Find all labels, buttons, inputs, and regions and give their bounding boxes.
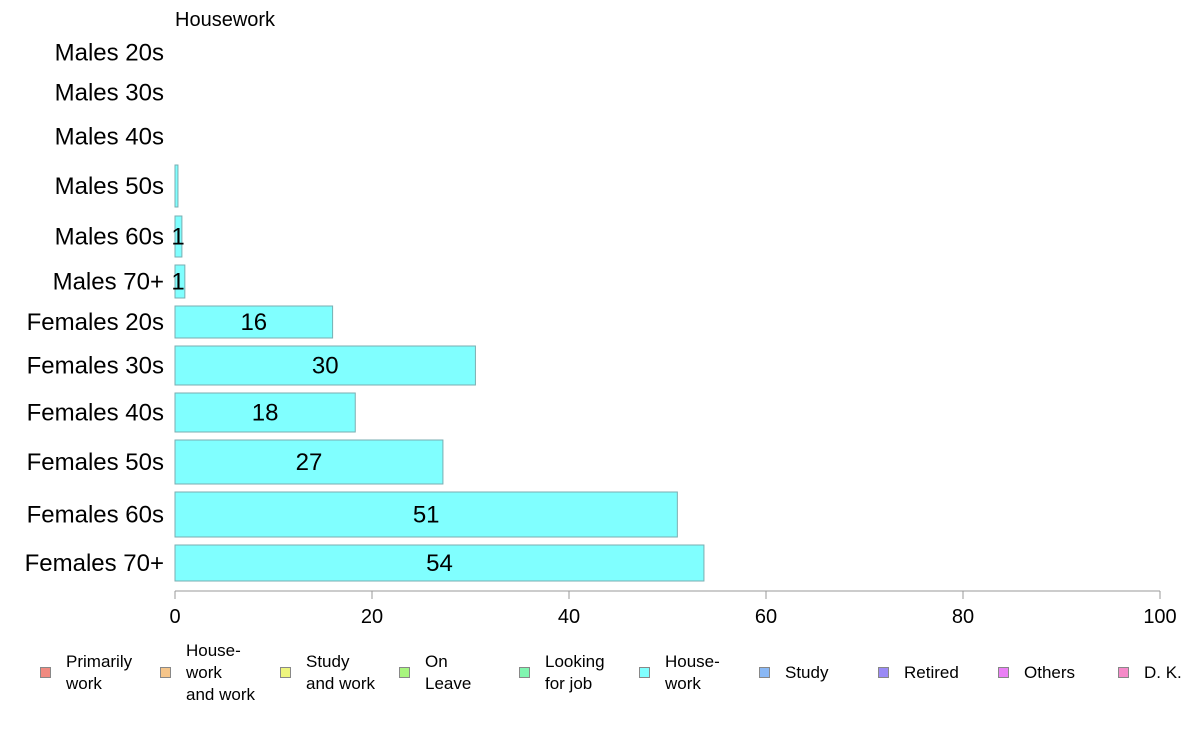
- x-tick-label: 100: [1143, 606, 1176, 628]
- legend-label-line: D. K.: [1144, 663, 1182, 682]
- legend-label: Looking for job: [545, 651, 605, 695]
- x-axis: 0 20 40 60 80 100: [169, 590, 1177, 628]
- legend-label-line: and work: [186, 685, 255, 704]
- data-label: 16: [240, 309, 267, 336]
- data-label: 54: [426, 550, 453, 577]
- bar: [174, 215, 183, 258]
- legend-item: Study: [759, 662, 828, 684]
- legend-label-line: work: [66, 674, 102, 693]
- legend-label-line: Primarily: [66, 652, 133, 671]
- x-tick-label: 80: [952, 606, 974, 628]
- x-tick-label: 60: [755, 606, 777, 628]
- legend-swatch: [878, 667, 889, 678]
- legend-item: Retired: [878, 662, 959, 684]
- legend-item: Others: [998, 662, 1075, 684]
- x-tick-label: 40: [558, 606, 580, 628]
- bar: [174, 392, 356, 433]
- chart-title: Housework: [175, 9, 276, 31]
- legend-label-line: House-: [186, 641, 241, 660]
- legend-swatch: [639, 667, 650, 678]
- category-label: Males 30s: [55, 80, 164, 107]
- bar: [174, 305, 334, 339]
- bar: [174, 439, 444, 485]
- legend-label: House-work and work: [186, 640, 255, 706]
- legend-label-line: Leave: [425, 674, 472, 693]
- legend-item: D. K.: [1118, 662, 1182, 684]
- legend-item: Primarily work: [40, 651, 132, 695]
- legend-label-line: work: [186, 663, 222, 682]
- bar: [174, 491, 678, 538]
- legend-label: D. K.: [1144, 662, 1182, 684]
- legend-label-line: Others: [1024, 663, 1076, 682]
- category-label: Females 40s: [27, 400, 164, 427]
- category-label: Females 30s: [27, 353, 164, 380]
- category-label: Females 70+: [25, 550, 164, 577]
- legend-item: On Leave: [399, 651, 471, 695]
- category-label: Females 20s: [27, 309, 164, 336]
- legend-swatch: [1118, 667, 1129, 678]
- legend-item: Study and work: [280, 651, 375, 695]
- legend-label-line: work: [665, 674, 701, 693]
- legend-swatch: [280, 667, 291, 678]
- legend-label: Others: [1024, 662, 1075, 684]
- legend-label-line: for job: [545, 674, 593, 693]
- x-tick-label: 20: [361, 606, 383, 628]
- legend-label-line: House-: [665, 652, 720, 671]
- legend-label-line: Study: [306, 652, 350, 671]
- legend-label-line: Study: [785, 663, 829, 682]
- legend-label-line: On: [425, 652, 448, 671]
- legend-label: House-work: [665, 651, 720, 695]
- legend-label: Study: [785, 662, 828, 684]
- legend-label: On Leave: [425, 651, 471, 695]
- category-label: Females 60s: [27, 502, 164, 529]
- bar: [174, 164, 179, 208]
- legend-label-line: Retired: [904, 663, 959, 682]
- legend-swatch: [998, 667, 1009, 678]
- category-label: Males 20s: [55, 40, 164, 67]
- legend-swatch: [759, 667, 770, 678]
- bar: [174, 544, 705, 582]
- legend-swatch: [519, 667, 530, 678]
- legend-label-line: Looking: [545, 652, 605, 671]
- legend-label: Primarily work: [66, 651, 132, 695]
- legend-swatch: [40, 667, 51, 678]
- bars-group: Males 20s Males 30s Males 40s Males 50s Male…: [25, 40, 705, 582]
- legend: Primarily work House-work and work Study and …: [0, 640, 1188, 720]
- legend-swatch: [399, 667, 410, 678]
- legend-item: Looking for job: [519, 651, 605, 695]
- data-label: 51: [413, 502, 440, 529]
- bar: [174, 345, 476, 386]
- data-label: 30: [312, 353, 339, 380]
- legend-label: Study and work: [306, 651, 375, 695]
- category-label: Males 50s: [55, 173, 164, 200]
- category-label: Males 70+: [53, 269, 164, 296]
- data-label: 1: [171, 224, 184, 251]
- bar: [174, 264, 186, 299]
- category-label: Males 40s: [55, 124, 164, 151]
- data-label: 1: [171, 269, 184, 296]
- category-label: Males 60s: [55, 224, 164, 251]
- category-label: Females 50s: [27, 449, 164, 476]
- x-tick-label: 0: [169, 606, 180, 628]
- legend-item: House-work: [639, 651, 720, 695]
- data-label: 27: [296, 449, 323, 476]
- data-label: 18: [252, 400, 279, 427]
- legend-item: House-work and work: [160, 640, 255, 706]
- legend-swatch: [160, 667, 171, 678]
- legend-label: Retired: [904, 662, 959, 684]
- legend-label-line: and work: [306, 674, 375, 693]
